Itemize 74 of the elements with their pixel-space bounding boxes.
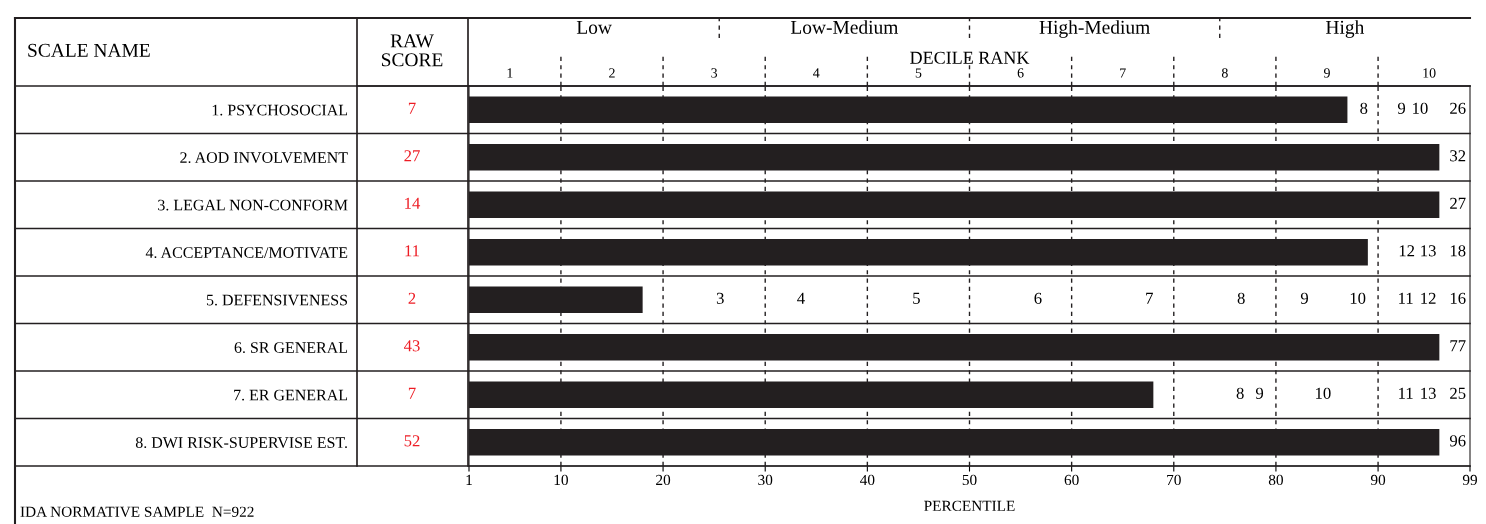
text: 7	[408, 102, 416, 114]
x-tick-label: 40	[860, 474, 875, 486]
text: SCALE NAME	[28, 43, 150, 57]
annotation: 11	[1399, 387, 1413, 399]
text: 14	[405, 197, 421, 209]
annotation: 26	[1450, 102, 1466, 114]
x-tick-label: 60	[1064, 474, 1079, 486]
y-tick-label: 1. PSYCHOSOCIAL	[212, 104, 348, 116]
y-tick-label: 7. ER GENERAL	[234, 389, 348, 401]
x-tick-label: 70	[1167, 474, 1181, 486]
annotation: 8	[1237, 292, 1245, 304]
y-tick-label: 5. DEFENSIVENESS	[206, 294, 348, 306]
text: Low-Medium	[790, 20, 899, 34]
x-tick-label: 10	[554, 474, 568, 486]
text: 27	[404, 150, 420, 162]
annotation: 8	[1236, 387, 1244, 399]
x-tick-label: 80	[1268, 474, 1283, 486]
annotation: 12	[1399, 245, 1415, 257]
annotation: 12	[1421, 292, 1436, 304]
x2-tick-label: 2	[609, 68, 615, 78]
annotation: 10	[1413, 102, 1428, 114]
x2-tick-label: 8	[1221, 68, 1228, 78]
x-tick-label: 50	[962, 474, 977, 486]
x2-tick-label: 3	[711, 68, 718, 78]
x2-tick-label: 10	[1423, 68, 1436, 78]
x-tick-label: 1	[466, 474, 472, 485]
text: 52	[404, 435, 420, 447]
text: RAW SCORE	[381, 34, 443, 67]
annotation: 13	[1421, 387, 1436, 399]
text: 11	[405, 245, 420, 257]
x2-tick-label: 1	[507, 68, 513, 78]
annotation: 32	[1450, 150, 1466, 162]
annotation: 10	[1350, 292, 1366, 304]
text: 2	[408, 292, 416, 304]
annotation: 11	[1399, 292, 1413, 304]
annotation: 18	[1450, 245, 1466, 257]
annotation: 77	[1450, 340, 1466, 352]
annotation: 9	[1300, 292, 1309, 304]
y-tick-label: 4. ACCEPTANCE/MOTIVATE	[145, 247, 348, 259]
annotation: 4	[797, 292, 805, 304]
x2-tick-label: 6	[1017, 68, 1024, 78]
x-axis-title: PERCENTILE	[924, 500, 1015, 511]
annotation: 10	[1316, 387, 1331, 399]
y-tick-label: 3. LEGAL NON-CONFORM	[158, 199, 348, 211]
y-tick-label: 6. SR GENERAL	[234, 342, 348, 354]
annotation: 96	[1449, 435, 1466, 447]
text: IDA NORMATIVE SAMPLE N=922	[20, 506, 254, 517]
annotation: 16	[1450, 292, 1466, 304]
x-tick-label: 30	[758, 474, 773, 486]
text: 43	[403, 340, 420, 352]
annotation: 13	[1421, 245, 1436, 257]
y-tick-label: 2. AOD INVOLVEMENT	[180, 152, 348, 164]
annotation: 8	[1360, 102, 1368, 114]
text: High-Medium	[1039, 20, 1150, 38]
x2-tick-label: 9	[1323, 68, 1330, 78]
x2-tick-label: 4	[813, 68, 820, 78]
x2-axis-title: DECILE RANK	[910, 51, 1030, 64]
annotation: 7	[1146, 292, 1153, 304]
text: 7	[408, 387, 416, 399]
annotation: 3	[716, 292, 724, 304]
text: High	[1325, 20, 1365, 38]
annotation: 9	[1255, 387, 1264, 399]
annotation: 9	[1397, 102, 1406, 114]
x2-tick-label: 5	[915, 68, 922, 78]
annotation: 6	[1034, 292, 1042, 304]
annotation: 25	[1450, 387, 1466, 399]
x-tick-label: 90	[1370, 474, 1386, 486]
annotation: 27	[1450, 197, 1466, 209]
annotation: 5	[913, 292, 920, 304]
text: Low	[576, 20, 612, 34]
x2-tick-label: 7	[1120, 68, 1126, 78]
y-tick-label: 8. DWI RISK-SUPERVISE EST.	[135, 437, 347, 449]
x-tick-label: 99	[1462, 474, 1478, 486]
x-tick-label: 20	[656, 474, 671, 486]
